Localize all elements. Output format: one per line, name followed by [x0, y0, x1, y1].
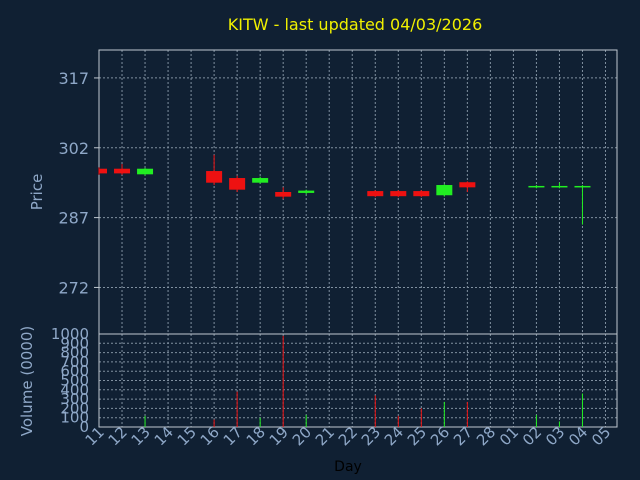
- candle-body: [99, 168, 107, 174]
- candle-body: [413, 191, 430, 197]
- candle-body: [436, 185, 453, 196]
- candle-body: [206, 171, 223, 183]
- volume-frame: [98, 333, 618, 428]
- candle-body: [367, 191, 384, 197]
- volume-tick-label: 800: [60, 344, 89, 362]
- price-tick-label: 287: [58, 209, 89, 228]
- volume-tick-label: 900: [60, 334, 89, 352]
- x-axis-label: Day: [334, 459, 362, 475]
- candle-body: [390, 191, 407, 197]
- candle-body: [551, 185, 568, 188]
- price-axis-label: Price: [28, 174, 46, 211]
- volume-tick-label: 0: [79, 418, 89, 436]
- volume-tick-label: 500: [60, 372, 89, 390]
- candle-body: [528, 185, 545, 188]
- volume-axis-label: Volume (0000): [18, 326, 36, 436]
- volume-tick-label: 300: [60, 390, 89, 408]
- candle-body: [298, 190, 315, 193]
- volume-tick-label: 600: [60, 362, 89, 380]
- volume-tick-label: 700: [60, 353, 89, 371]
- volume-tick-label: 1000: [51, 325, 89, 343]
- candle-body: [574, 185, 591, 188]
- candle-body: [114, 168, 131, 174]
- price-tick-label: 302: [58, 139, 89, 158]
- volume-tick-label: 100: [60, 409, 89, 427]
- volume-tick-label: 200: [60, 399, 89, 417]
- candle-body: [459, 182, 476, 188]
- candle-body: [229, 178, 246, 190]
- price-panel: 272 287 302 317: [58, 49, 618, 335]
- volume-tick-label: 400: [60, 381, 89, 399]
- chart-title: KITW - last updated 04/03/2026: [228, 15, 483, 34]
- x-axis: 1112131415161718192021222324252627280102…: [82, 423, 615, 449]
- candle-body: [275, 192, 292, 197]
- price-tick-label: 317: [58, 69, 89, 88]
- candle-body: [252, 178, 269, 183]
- candle-body: [137, 168, 154, 175]
- price-tick-label: 272: [58, 278, 89, 297]
